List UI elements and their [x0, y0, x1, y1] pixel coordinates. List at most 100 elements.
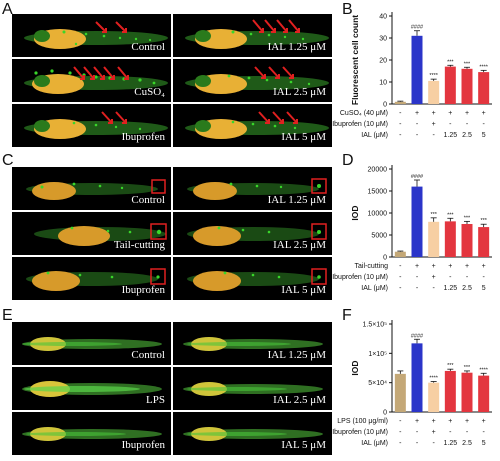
treatment-mark: + — [432, 110, 436, 117]
significance-label: *** — [464, 215, 471, 221]
treatment-mark: - — [482, 121, 485, 128]
bar — [461, 372, 473, 412]
treatment-mark: - — [399, 110, 402, 117]
treatment-mark: 5 — [482, 440, 486, 447]
bar — [411, 343, 423, 412]
bar — [394, 251, 406, 257]
treatment-mark: + — [482, 263, 486, 270]
larva-image — [185, 66, 329, 94]
treatment-mark: - — [399, 263, 402, 270]
bar — [461, 68, 473, 104]
treatment-mark: + — [448, 418, 452, 425]
larva-image — [187, 223, 327, 246]
y-tick-label: 15000 — [368, 189, 388, 196]
treatment-label: IAL (μM) — [361, 132, 388, 139]
panel-letter-d: D — [342, 152, 354, 169]
image-caption: IAL 5 μM — [281, 439, 326, 451]
treatment-mark: - — [482, 274, 485, 281]
treatment-mark: - — [432, 132, 435, 139]
treatment-mark: - — [399, 429, 402, 436]
bar — [444, 66, 456, 104]
image-caption: Ibuprofen — [121, 131, 165, 143]
bar — [444, 370, 456, 412]
significance-label: *** — [447, 59, 454, 65]
treatment-mark: + — [432, 263, 436, 270]
treatment-mark: + — [482, 418, 486, 425]
treatment-mark: + — [465, 110, 469, 117]
image-caption: IAL 1.25 μM — [267, 349, 326, 361]
image-e-ial-5: IAL 5 μM — [173, 412, 332, 455]
treatment-mark: 1.25 — [444, 132, 458, 139]
treatment-mark: - — [449, 121, 452, 128]
image-caption: Control — [131, 41, 165, 53]
larva-image — [185, 19, 329, 49]
treatment-label: LPS (100 μg/ml) — [337, 418, 388, 425]
image-a-control: Control — [12, 14, 171, 57]
y-tick-label: 40 — [379, 14, 387, 21]
significance-label: *** — [430, 212, 437, 218]
significance-label: *** — [447, 363, 454, 369]
y-tick-label: 10000 — [368, 211, 388, 218]
larva-image — [22, 427, 162, 441]
significance-label: *** — [464, 365, 471, 371]
treatment-label: Ibuprofen (10 μM) — [332, 121, 388, 128]
y-tick-label: 0 — [383, 102, 387, 109]
larva-image — [187, 178, 327, 200]
treatment-mark: - — [432, 440, 435, 447]
panel-letter-e: E — [2, 307, 13, 324]
y-tick-label: 1×10⁵ — [368, 351, 387, 358]
treatment-mark: 5 — [482, 132, 486, 139]
treatment-mark: - — [399, 132, 402, 139]
y-tick-label: 0 — [383, 410, 387, 417]
significance-label: **** — [429, 73, 438, 79]
bar — [444, 221, 456, 257]
y-tick-label: 1.5×10⁵ — [362, 322, 387, 329]
treatment-mark: 5 — [482, 285, 486, 292]
treatment-mark: - — [416, 429, 419, 436]
larva-image — [24, 111, 168, 139]
image-a-ibuprofen: Ibuprofen — [12, 104, 171, 147]
chart-d: IOD 0 5000 10000 15000 20000 #### *** *** *** *** T… — [332, 165, 492, 292]
significance-label: **** — [479, 64, 488, 70]
image-a-cuso4: CuSO₄ — [12, 59, 171, 102]
larva-image — [185, 111, 329, 139]
image-a-ial-5: IAL 5 μM — [173, 104, 332, 147]
image-caption: IAL 2.5 μM — [273, 239, 326, 251]
treatment-mark: + — [432, 418, 436, 425]
larva-image — [26, 268, 166, 291]
bar — [428, 382, 440, 412]
image-caption: IAL 1.25 μM — [267, 194, 326, 206]
bar — [478, 375, 490, 412]
treatment-mark: - — [449, 429, 452, 436]
image-caption: Tail-cutting — [113, 239, 165, 251]
treatment-mark: - — [399, 121, 402, 128]
treatment-mark: + — [448, 263, 452, 270]
treatment-mark: - — [432, 285, 435, 292]
larva-image — [26, 179, 166, 200]
treatment-mark: 1.25 — [444, 440, 458, 447]
bar — [428, 80, 440, 104]
treatment-mark: - — [466, 429, 469, 436]
image-caption: Ibuprofen — [121, 439, 165, 451]
image-caption: LPS — [146, 394, 165, 406]
image-caption: Control — [131, 349, 165, 361]
significance-label: *** — [447, 212, 454, 218]
image-caption: IAL 5 μM — [281, 131, 326, 143]
panel-letter-a: A — [2, 1, 13, 18]
treatment-mark: + — [415, 418, 419, 425]
treatment-mark: + — [415, 110, 419, 117]
treatment-label: Tail-cutting — [355, 263, 389, 270]
larva-image — [34, 223, 167, 246]
treatment-mark: + — [432, 429, 436, 436]
image-c-ial-5: IAL 5 μM — [173, 257, 332, 300]
treatment-label: IAL (μM) — [361, 440, 388, 447]
significance-label: **** — [429, 375, 438, 381]
significance-label: **** — [479, 367, 488, 373]
image-caption: Ibuprofen — [121, 284, 165, 296]
treatment-label: CuSO₄ (40 μM) — [340, 110, 388, 117]
treatment-mark: - — [466, 274, 469, 281]
significance-label: #### — [411, 333, 424, 339]
y-axis-label: Fluorescent cell count — [350, 15, 360, 105]
image-caption: Control — [131, 194, 165, 206]
